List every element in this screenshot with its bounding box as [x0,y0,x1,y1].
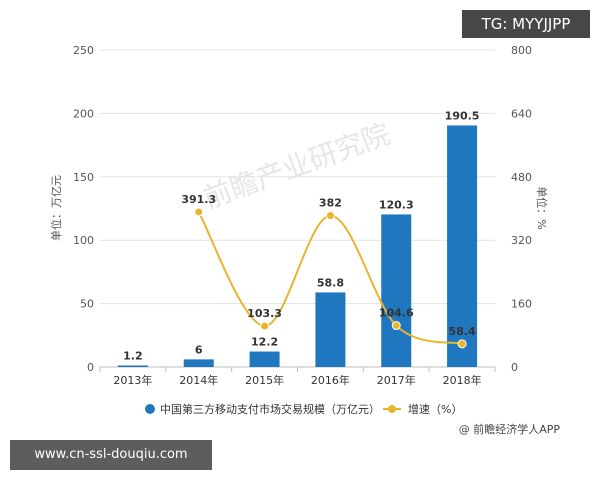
x-tick-label: 2018年 [443,373,482,387]
y-left-tick-label: 250 [73,44,94,57]
y-right-tick-label: 0 [511,361,518,374]
x-tick-label: 2016年 [311,373,350,387]
bar [381,214,412,367]
y-left-axis-title: 单位：万亿元 [49,175,63,241]
growth-data-label: 104.6 [379,307,414,320]
source-note: @ 前瞻经济学人APP [459,422,561,436]
bar [183,359,214,367]
growth-point [457,339,467,349]
y-left-tick-label: 200 [73,107,94,120]
growth-point [391,321,401,331]
y-right-tick-label: 640 [511,107,532,120]
y-left-tick-label: 50 [80,298,94,311]
y-right-tick-label: 160 [511,298,532,311]
growth-line [197,211,463,345]
y-left-tick-label: 0 [87,361,94,374]
x-tick-label: 2015年 [245,373,284,387]
bar-data-label: 190.5 [445,109,480,122]
legend-label-bars: 中国第三方移动支付市场交易规模（万亿元） [160,402,380,416]
tag-overlay: TG: MYYJJPP [462,10,590,38]
y-right-axis-title: 单位：% [535,186,549,229]
growth-data-label: 382 [319,197,342,210]
y-left-tick-label: 150 [73,171,94,184]
legend-marker-bars [145,404,155,414]
bar-data-label: 1.2 [123,349,143,362]
growth-data-label: 58.4 [449,325,476,338]
bar [117,365,148,367]
y-right-tick-label: 800 [511,44,532,57]
bar [249,351,280,367]
watermark: 前瞻产业研究院 [199,117,394,215]
y-right-tick-label: 480 [511,171,532,184]
bar-data-label: 58.8 [317,276,344,289]
y-left-tick-label: 100 [73,234,94,247]
bar-data-label: 6 [195,343,203,356]
url-overlay: www.cn-ssl-douqiu.com [10,440,212,470]
y-right-tick-label: 320 [511,234,532,247]
bar [315,292,346,367]
bar-data-label: 120.3 [379,198,414,211]
growth-point [260,321,270,331]
growth-point [325,211,335,221]
bar-data-label: 12.2 [251,336,278,349]
x-tick-label: 2013年 [113,373,152,387]
bar [447,125,478,367]
legend-label-growth: 增速（%） [408,402,462,416]
growth-data-label: 391.3 [181,193,216,206]
x-tick-label: 2017年 [377,373,416,387]
x-tick-label: 2014年 [179,373,218,387]
growth-point [194,207,204,217]
growth-data-label: 103.3 [247,307,282,320]
legend-marker-growth [388,405,396,413]
